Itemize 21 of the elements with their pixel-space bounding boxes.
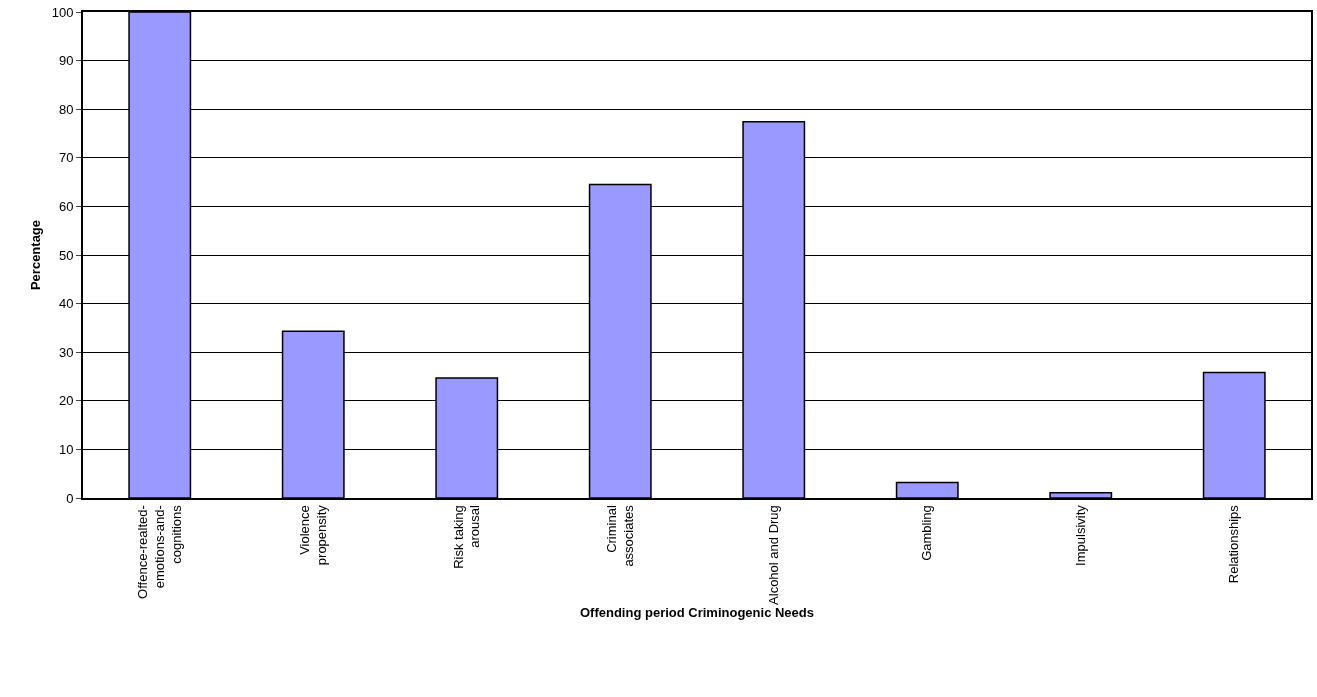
x-axis-title: Offending period Criminogenic Needs [579, 605, 815, 621]
y-tick-label: 80 [58, 101, 74, 117]
x-tick-label: Criminal associates [604, 504, 636, 567]
x-tick-label: Impulsivity [1072, 504, 1088, 566]
x-tick-label: Relationships [1226, 504, 1242, 584]
y-tick-label: 70 [58, 150, 74, 166]
y-tick-label: 50 [58, 247, 74, 263]
y-tick-label: 90 [58, 53, 74, 69]
x-tick-label: Violence propensity [297, 504, 329, 566]
x-tick-label: Offence-realted- emotions-and- cognitions [135, 504, 184, 599]
y-tick-label: 40 [58, 296, 74, 312]
y-tick-label: 30 [58, 344, 74, 360]
y-tick-label: 60 [58, 198, 74, 214]
y-tick-label: 100 [51, 4, 74, 20]
x-tick-label: Gambling [919, 505, 935, 561]
x-tick-label: Alcohol and Drug [765, 505, 781, 605]
x-tick-label: Risk taking arousal [450, 505, 483, 569]
y-tick-label: 20 [58, 393, 74, 409]
y-tick-label: 10 [58, 441, 74, 457]
y-tick-label: 0 [66, 490, 74, 506]
y-axis-title: Percentage [28, 219, 44, 291]
